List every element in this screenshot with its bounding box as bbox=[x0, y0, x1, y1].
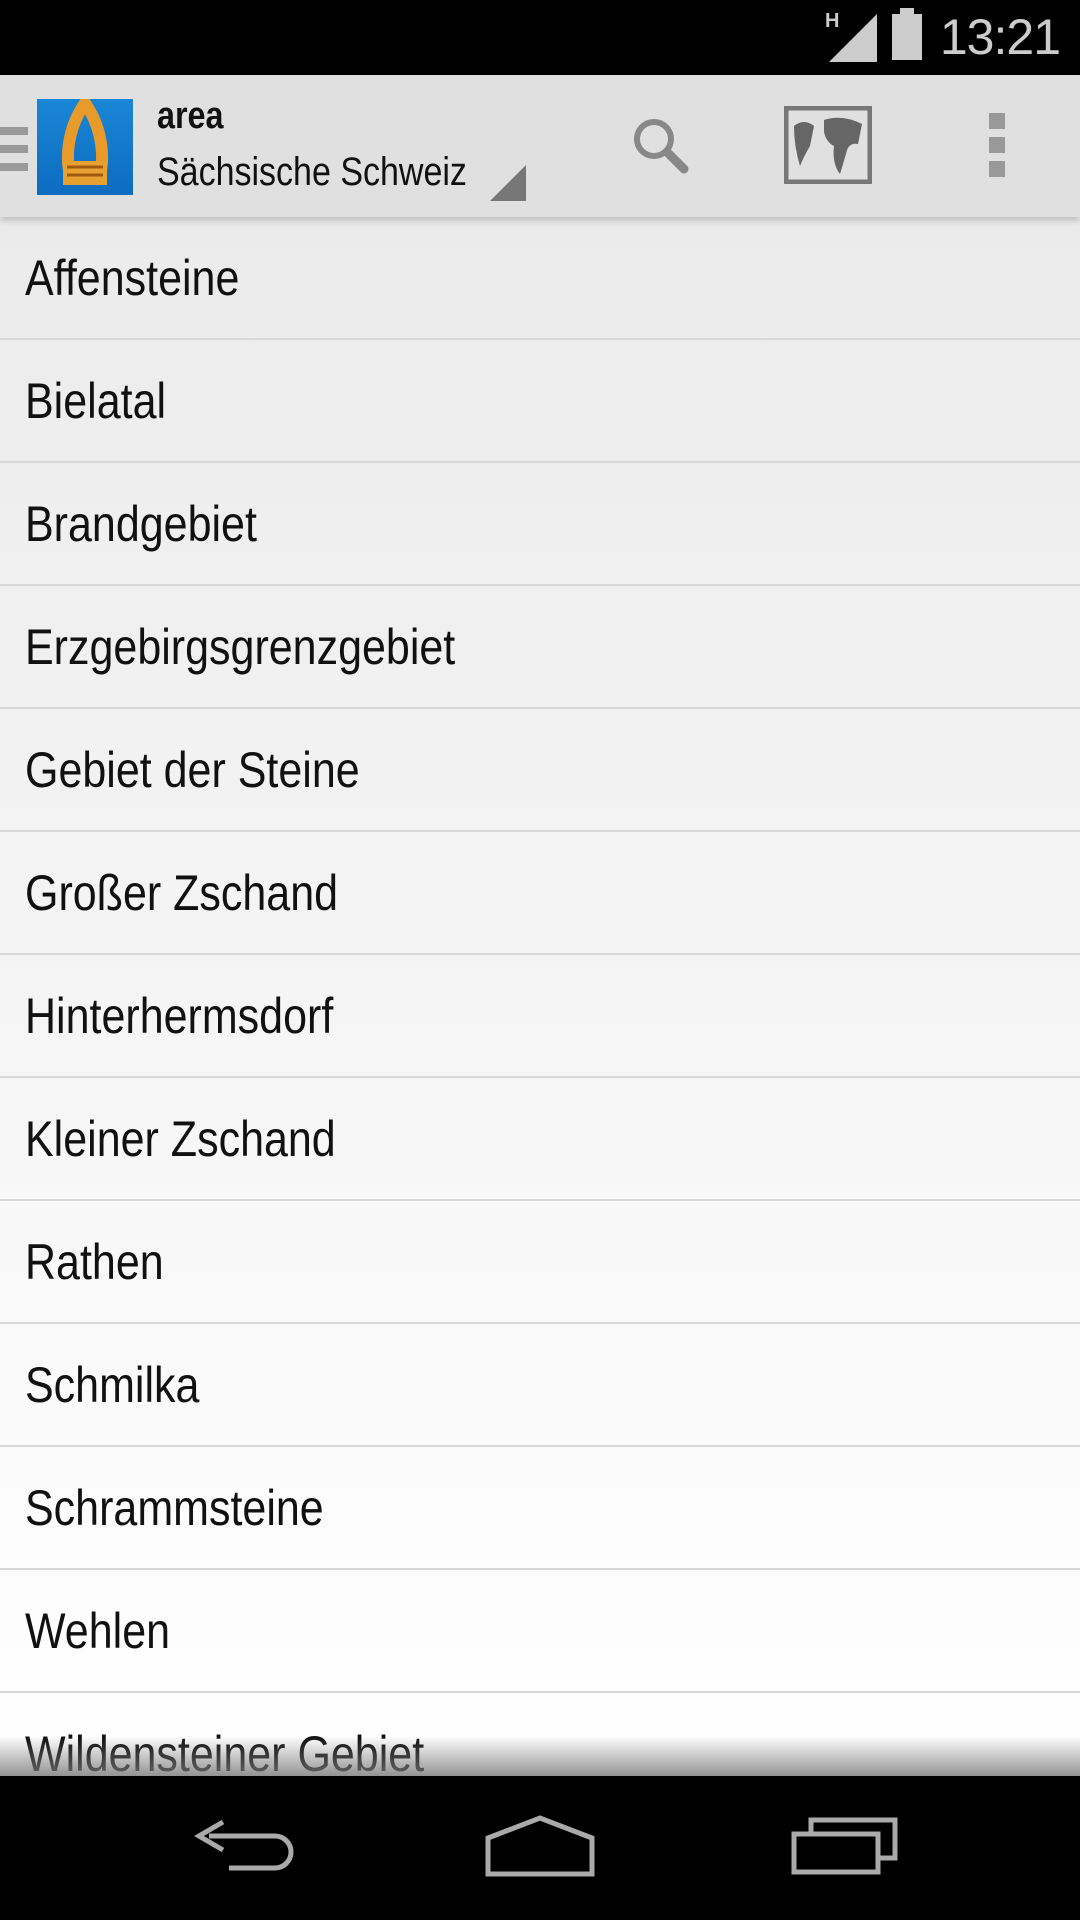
list-item[interactable]: Brandgebiet bbox=[0, 463, 1080, 586]
area-label: Schmilka bbox=[25, 1356, 200, 1413]
action-bar: area Sächsische Schweiz bbox=[0, 75, 1080, 217]
recents-icon bbox=[791, 1817, 898, 1875]
area-label: Bielatal bbox=[25, 372, 167, 429]
battery-icon bbox=[892, 8, 922, 60]
list-item[interactable]: Gebiet der Steine bbox=[0, 709, 1080, 832]
status-bar: H 13:21 bbox=[0, 0, 1080, 75]
list-item[interactable]: Großer Zschand bbox=[0, 832, 1080, 955]
world-map-icon bbox=[784, 106, 872, 184]
home-button[interactable] bbox=[470, 1796, 610, 1896]
area-list: Affensteine Bielatal Brandgebiet Erzgebi… bbox=[0, 217, 1080, 1776]
area-label: Schrammsteine bbox=[25, 1479, 324, 1536]
network-type: H bbox=[825, 10, 840, 32]
list-item[interactable]: Rathen bbox=[0, 1201, 1080, 1324]
app-logo[interactable] bbox=[37, 99, 133, 195]
drawer-icon[interactable] bbox=[0, 127, 28, 181]
navigation-bar bbox=[0, 1776, 1080, 1920]
area-label: Kleiner Zschand bbox=[25, 1110, 336, 1167]
area-label: Gebiet der Steine bbox=[25, 741, 360, 798]
area-label: Brandgebiet bbox=[25, 495, 257, 552]
scroll-fade bbox=[0, 1736, 1080, 1776]
search-icon bbox=[634, 119, 689, 174]
search-button[interactable] bbox=[610, 95, 710, 195]
spinner-triangle-icon bbox=[490, 165, 526, 201]
area-label: Großer Zschand bbox=[25, 864, 339, 921]
signal-icon bbox=[829, 14, 877, 62]
area-subtitle: Sächsische Schweiz bbox=[157, 150, 467, 194]
home-icon bbox=[485, 1815, 595, 1877]
area-label: Affensteine bbox=[25, 249, 240, 306]
area-label: Hinterhermsdorf bbox=[25, 987, 334, 1044]
area-label: Erzgebirgsgrenzgebiet bbox=[25, 618, 456, 675]
app-title: area bbox=[157, 95, 224, 137]
back-button[interactable] bbox=[170, 1796, 310, 1896]
list-item[interactable]: Bielatal bbox=[0, 340, 1080, 463]
list-item[interactable]: Wehlen bbox=[0, 1570, 1080, 1693]
overflow-menu-icon bbox=[989, 113, 1005, 177]
list-item[interactable]: Schrammsteine bbox=[0, 1447, 1080, 1570]
clock: 13:21 bbox=[939, 9, 1061, 65]
list-item[interactable]: Affensteine bbox=[0, 217, 1080, 340]
overflow-menu-button[interactable] bbox=[947, 95, 1047, 195]
list-item[interactable]: Schmilka bbox=[0, 1324, 1080, 1447]
list-item[interactable]: Hinterhermsdorf bbox=[0, 955, 1080, 1078]
map-button[interactable] bbox=[778, 95, 878, 195]
area-label: Rathen bbox=[25, 1233, 164, 1290]
list-item[interactable]: Erzgebirgsgrenzgebiet bbox=[0, 586, 1080, 709]
area-label: Wehlen bbox=[25, 1602, 171, 1659]
back-icon bbox=[194, 1819, 294, 1871]
recents-button[interactable] bbox=[775, 1796, 915, 1896]
list-item[interactable]: Kleiner Zschand bbox=[0, 1078, 1080, 1201]
